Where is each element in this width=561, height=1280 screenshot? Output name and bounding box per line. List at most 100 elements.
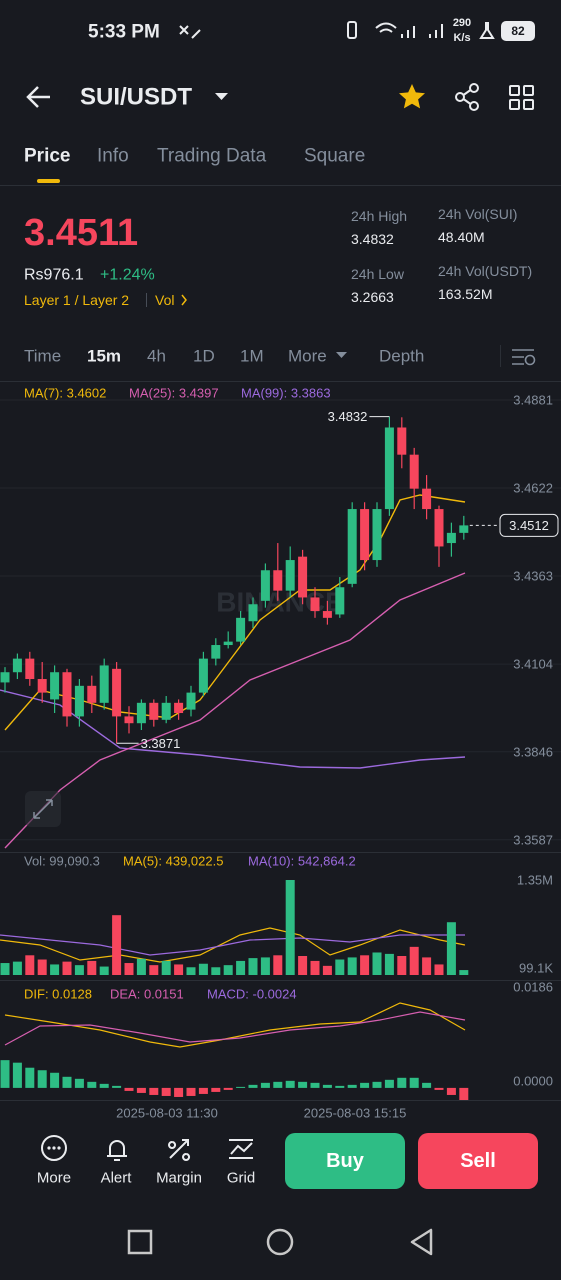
action-label[interactable]: More: [37, 1170, 71, 1187]
nav-recents[interactable]: [127, 1229, 153, 1255]
vol-tick-label: 1.35M: [517, 873, 553, 888]
volume-bar: [0, 963, 10, 975]
tab[interactable]: Trading Data: [157, 146, 267, 167]
vol-legend: MA(10): 542,864.2: [248, 854, 356, 869]
candle-body: [87, 685, 97, 703]
tab[interactable]: Price: [24, 146, 70, 167]
volume-bar: [161, 960, 171, 975]
fullscreen-button[interactable]: [25, 791, 61, 827]
macd-bar: [99, 1083, 109, 1088]
buy-button[interactable]: [285, 1133, 405, 1189]
volume-bar: [12, 961, 22, 975]
volume-bar: [285, 880, 295, 975]
time-label: 2025-08-03 11:30: [116, 1106, 218, 1121]
vol-legend: Vol: 99,090.3: [24, 854, 100, 869]
volume-bar: [347, 957, 357, 975]
macd-bar: [12, 1062, 22, 1088]
interval[interactable]: More: [288, 347, 327, 366]
stat-value: 3.4832: [351, 231, 394, 247]
candle-body: [0, 672, 10, 683]
macd-legend: DIF: 0.0128: [24, 987, 92, 1002]
y-tick-label: 3.3587: [513, 832, 553, 847]
tag[interactable]: Vol: [155, 292, 174, 308]
volume-bar: [211, 967, 221, 975]
y-tick-label: 3.4363: [513, 569, 553, 584]
macd-tick-label: 0.0186: [513, 980, 553, 995]
macd-legend: MACD: -0.0024: [207, 987, 297, 1002]
interval[interactable]: Depth: [379, 347, 424, 366]
buy-label[interactable]: Buy: [326, 1150, 365, 1172]
candle-body: [50, 672, 60, 700]
sell-label[interactable]: Sell: [460, 1150, 496, 1172]
interval[interactable]: Time: [24, 347, 61, 366]
interval[interactable]: 15m: [87, 347, 121, 366]
battery: 82: [511, 24, 525, 38]
macd-bar: [124, 1087, 134, 1091]
candle-body: [198, 658, 208, 693]
action-icons[interactable]: [41, 1135, 253, 1161]
vol-tick-label: 99.1K: [519, 961, 553, 976]
volume-bar: [149, 965, 159, 975]
volume-bar: [384, 953, 394, 975]
vol-ma5-line: [0, 927, 466, 963]
volume-bar: [397, 956, 407, 975]
nav-home[interactable]: [266, 1228, 294, 1256]
volume-bar: [422, 957, 432, 975]
interval[interactable]: 4h: [147, 347, 166, 366]
volume-bar: [124, 963, 134, 975]
pair-title[interactable]: SUI/USDT: [80, 84, 192, 111]
candle-body: [161, 702, 171, 720]
nav-back[interactable]: [410, 1228, 433, 1256]
candle-body: [322, 611, 332, 618]
vol-legend: MA(5): 439,022.5: [123, 854, 223, 869]
pair-caret[interactable]: [215, 93, 228, 100]
macd-bar: [298, 1081, 308, 1088]
macd-bar: [360, 1082, 370, 1088]
share-button[interactable]: [455, 83, 479, 111]
net-speed-unit: K/s: [453, 32, 470, 44]
sell-button[interactable]: [418, 1133, 538, 1189]
interval[interactable]: 1M: [240, 347, 264, 366]
y-tick-label: 3.3846: [513, 744, 553, 759]
volume-bar: [434, 964, 444, 975]
volume-bar: [198, 963, 208, 975]
stat-value: 48.40M: [438, 229, 485, 245]
ma7-line: [4, 494, 466, 731]
divider: [0, 980, 561, 981]
chart-settings[interactable]: [512, 349, 536, 366]
back-button[interactable]: [26, 86, 50, 108]
last-price: 3.4511: [24, 212, 138, 254]
action-label[interactable]: Margin: [156, 1170, 202, 1187]
candle-body: [62, 672, 72, 717]
tag-divider: [146, 293, 147, 307]
candle-body: [422, 488, 432, 510]
net-speed: 290: [453, 17, 471, 29]
candle-body: [335, 587, 345, 615]
candle-body: [248, 604, 258, 622]
dea-line: [4, 1011, 466, 1046]
favorite-star[interactable]: [399, 84, 425, 109]
tag[interactable]: Layer 1 / Layer 2: [24, 292, 129, 308]
candle-body: [360, 509, 370, 561]
macd-bar: [422, 1082, 432, 1088]
layout-button[interactable]: [509, 85, 534, 110]
macd-bar: [25, 1067, 35, 1088]
tab[interactable]: Info: [97, 146, 129, 167]
volume-bar: [174, 964, 184, 975]
volume-bar: [50, 964, 60, 975]
y-tick-label: 3.4881: [513, 392, 553, 407]
macd-tick-label: 0.0000: [513, 1073, 553, 1088]
volume-bar: [236, 960, 246, 975]
action-label[interactable]: Grid: [227, 1170, 255, 1187]
status-time: 5:33 PM: [88, 22, 160, 43]
divider: [0, 1100, 561, 1101]
candle-body: [149, 702, 159, 720]
volume-bar: [260, 957, 270, 975]
tab[interactable]: Square: [304, 146, 365, 167]
action-label[interactable]: Alert: [101, 1170, 133, 1187]
last-price-label: 3.4512: [509, 518, 549, 533]
stat-value: 3.2663: [351, 289, 394, 305]
tag-chevron: [181, 294, 187, 306]
macd-bar: [0, 1060, 10, 1088]
interval[interactable]: 1D: [193, 347, 215, 366]
